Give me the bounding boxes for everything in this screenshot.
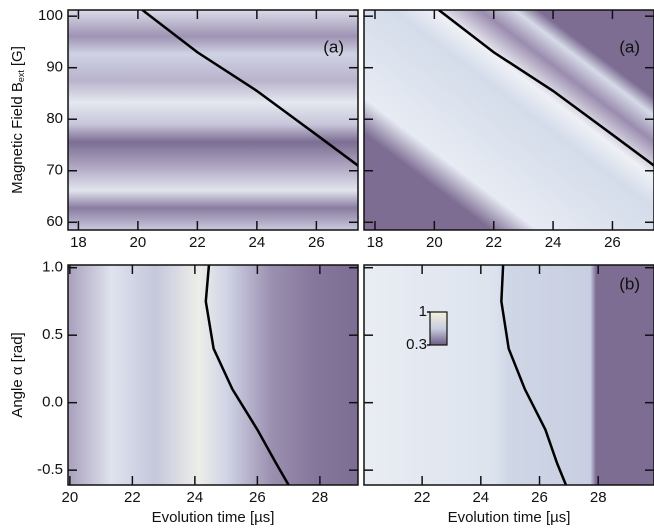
x-tick-label: 24 <box>545 234 562 251</box>
panel: 20 22 24 26 28 1.0 0.5 0.0 -0.5 Evolution time [µ… <box>9 259 359 526</box>
frame <box>67 9 359 231</box>
x-tick-label: 24 <box>472 489 489 506</box>
panel: 18 20 22 24 26 60 70 80 90 100 (a) Magnetic Field B… <box>9 7 359 251</box>
y-tick-label: -0.5 <box>37 461 63 478</box>
y-tick-label: 80 <box>46 110 63 127</box>
colorbar <box>429 311 448 346</box>
x-axis-label: Evolution time [µs] <box>152 509 275 526</box>
y-tick-label: 1.0 <box>42 259 63 276</box>
x-tick-label: 22 <box>414 489 431 506</box>
y-tick-label: 90 <box>46 59 63 76</box>
x-tick-label: 26 <box>308 234 325 251</box>
frame <box>363 9 654 231</box>
y-tick-label: 0.0 <box>42 394 63 411</box>
panel: 22 24 26 28 (b) Evolution time [µs] 1 0.3 <box>363 264 654 526</box>
y-label-unit: [G] <box>9 46 26 66</box>
y-label-main: Magnetic Field B <box>9 82 26 194</box>
x-tick-label: 20 <box>426 234 443 251</box>
y-tick-label: 70 <box>46 162 63 179</box>
x-axis-label: Evolution time [µs] <box>448 509 571 526</box>
x-tick-label: 18 <box>367 234 384 251</box>
panel-label: (a) <box>323 37 344 56</box>
colorbar-label: 1 <box>419 303 427 320</box>
frame <box>67 264 359 486</box>
x-tick-label: 22 <box>485 234 502 251</box>
colorbar-label: 0.3 <box>406 336 427 353</box>
heatmap <box>68 265 358 485</box>
curve <box>500 265 568 485</box>
panel-label: (b) <box>619 274 640 293</box>
x-tick-label: 26 <box>531 489 548 506</box>
y-label-sub: ext <box>16 70 26 83</box>
curve <box>204 265 290 485</box>
x-tick-label: 22 <box>124 489 141 506</box>
frame <box>363 264 654 486</box>
x-tick-label: 26 <box>604 234 621 251</box>
curve <box>438 10 654 167</box>
panel-label: (a) <box>619 37 640 56</box>
heatmap <box>68 10 358 230</box>
x-tick-label: 28 <box>312 489 329 506</box>
curve <box>141 10 358 167</box>
x-tick-label: 28 <box>590 489 607 506</box>
x-tick-label: 26 <box>249 489 266 506</box>
y-tick-label: 60 <box>46 213 63 230</box>
heatmap <box>364 265 654 485</box>
x-tick-label: 20 <box>62 489 79 506</box>
x-tick-label: 18 <box>70 234 87 251</box>
panel: 18 20 22 24 26 (a) <box>363 9 654 251</box>
x-tick-label: 24 <box>249 234 266 251</box>
y-label-main: Angle α [rad] <box>9 332 26 417</box>
x-tick-label: 22 <box>189 234 206 251</box>
y-tick-label: 0.5 <box>42 326 63 343</box>
y-tick-label: 100 <box>38 7 63 24</box>
x-tick-label: 24 <box>187 489 204 506</box>
y-axis-label: Magnetic Field Bext [G] <box>9 46 26 194</box>
x-tick-label: 20 <box>130 234 147 251</box>
heatmap <box>364 10 654 230</box>
y-axis-label: Angle α [rad] <box>9 332 26 417</box>
